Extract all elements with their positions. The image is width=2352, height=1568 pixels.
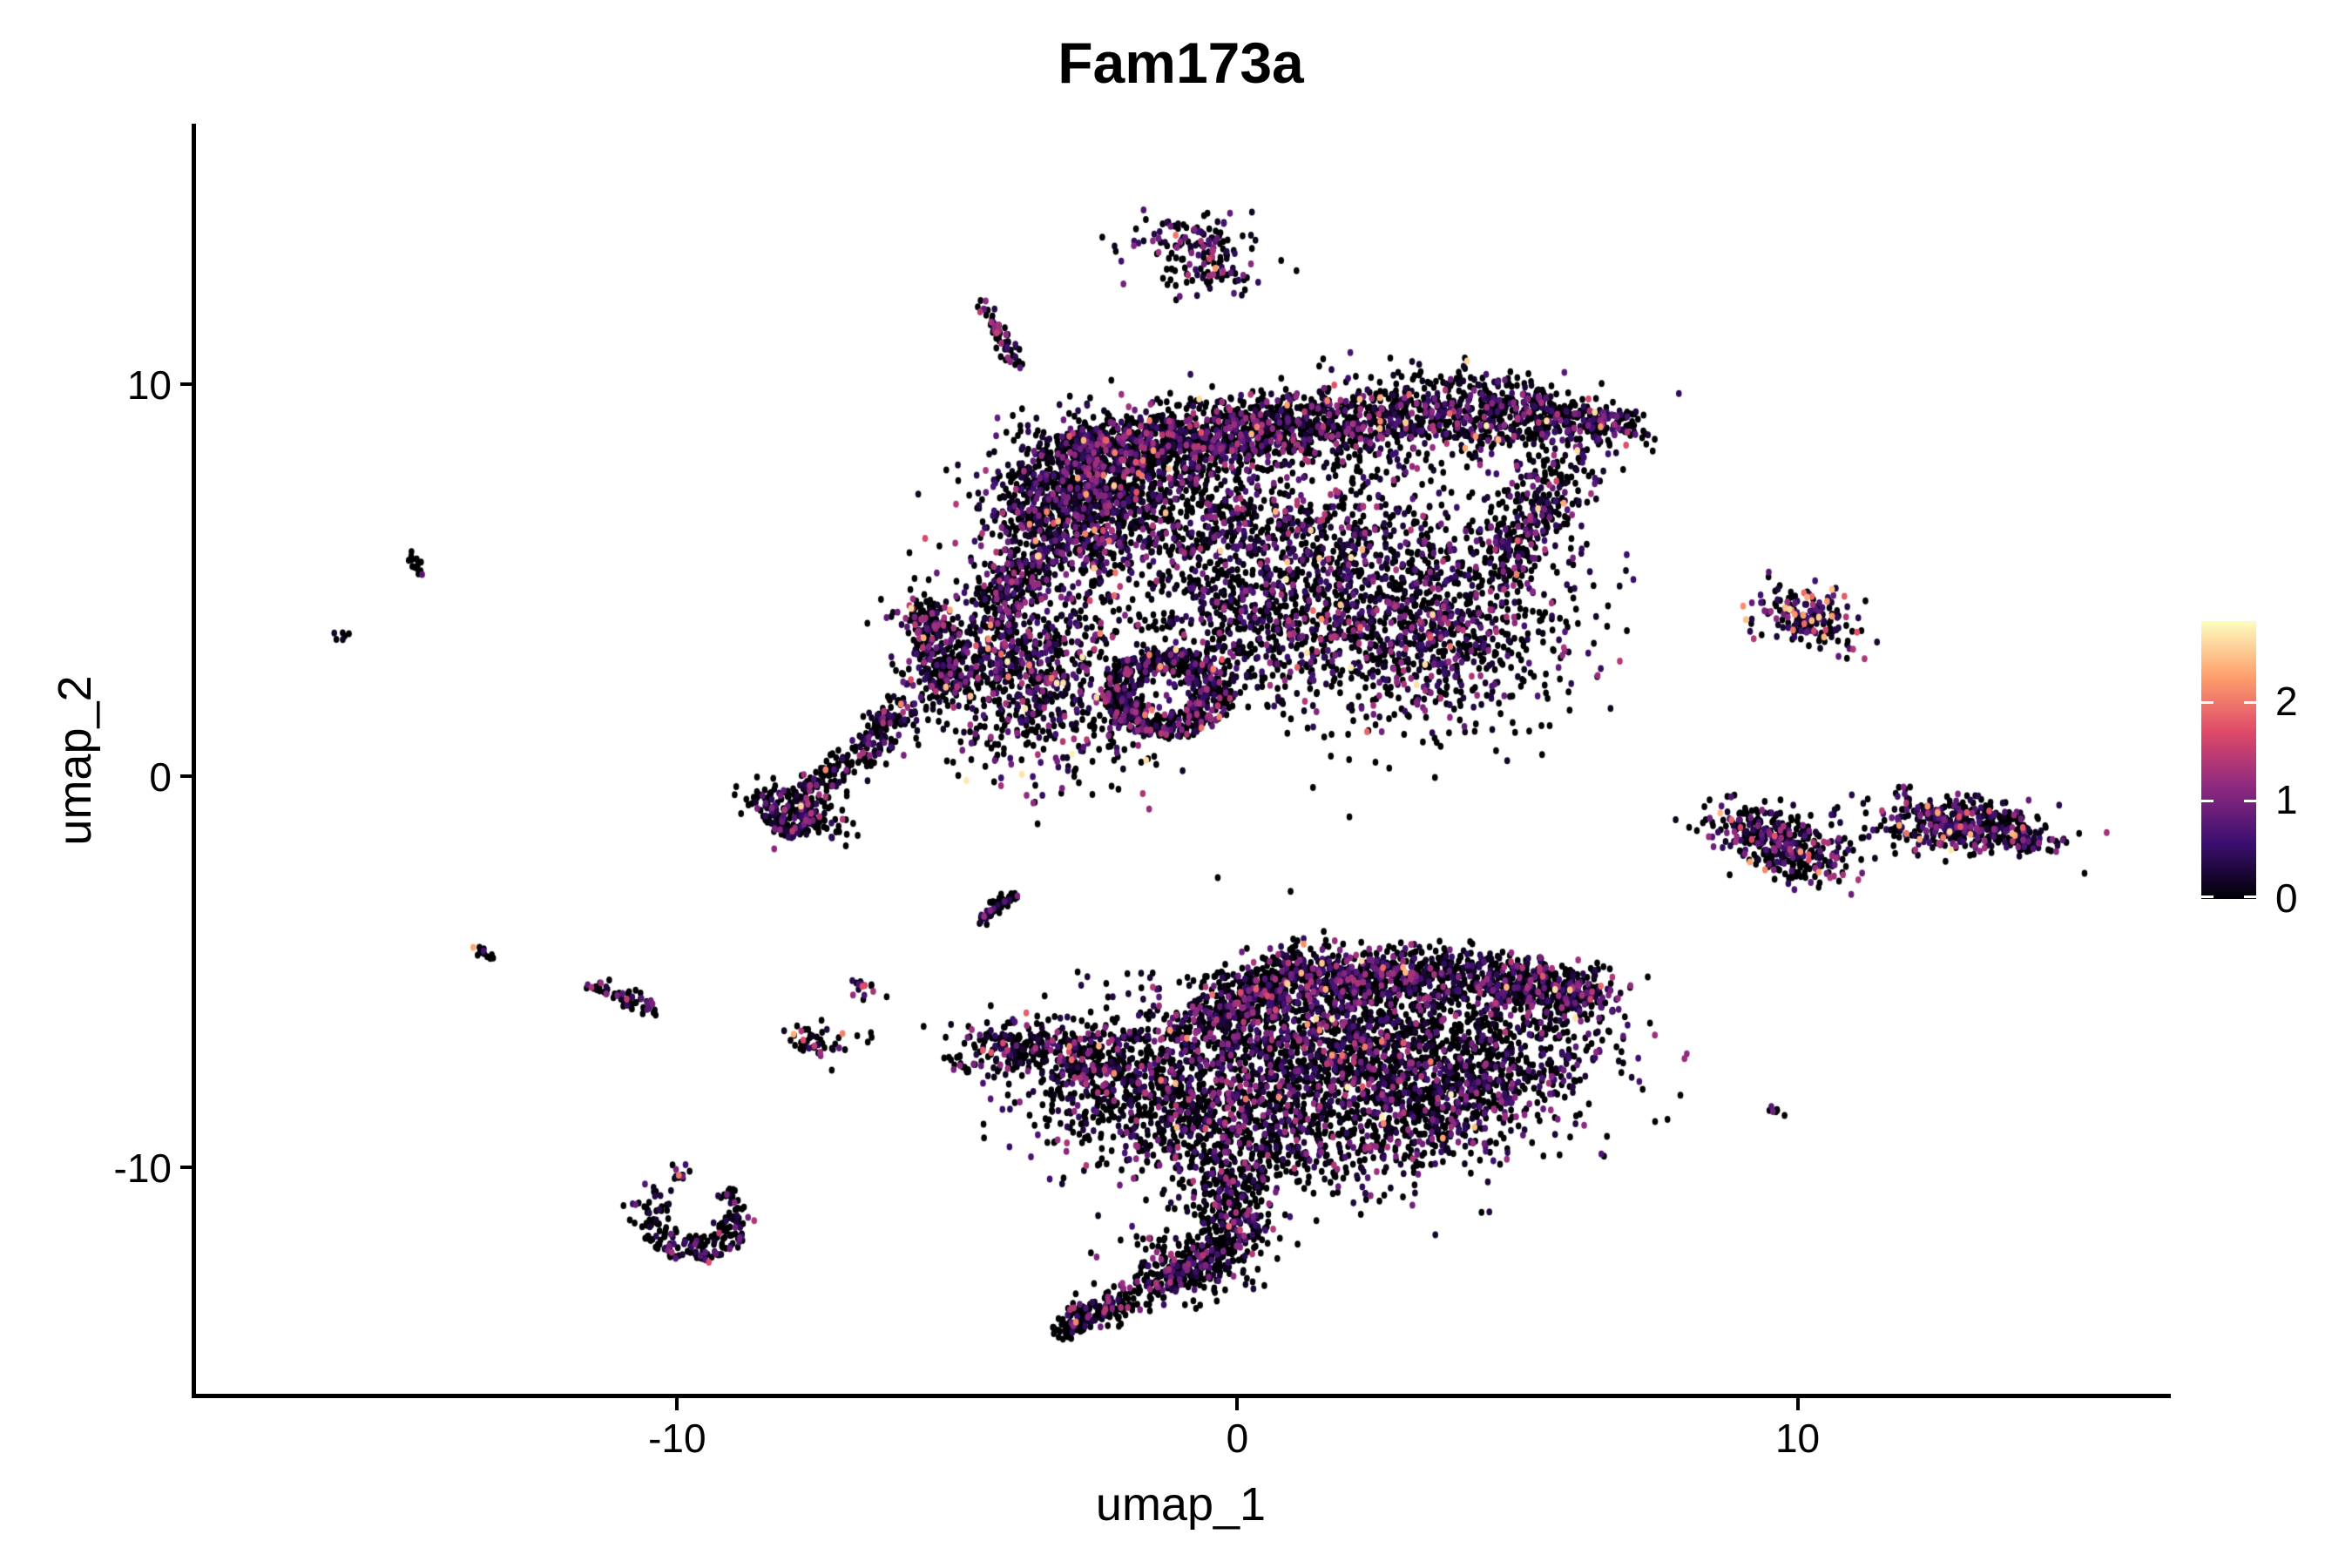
y-tick-mark — [180, 382, 193, 386]
y-tick-mark — [180, 1166, 193, 1170]
colorbar-tick-mark — [2201, 799, 2213, 802]
x-tick-mark — [675, 1398, 679, 1410]
x-tick-mark — [1235, 1398, 1240, 1410]
colorbar-tick-mark — [2244, 896, 2256, 898]
colorbar-tick-mark — [2244, 799, 2256, 802]
colorbar-tick-mark — [2201, 896, 2213, 898]
x-tick-mark — [1795, 1398, 1800, 1410]
colorbar-label-1: 1 — [2275, 776, 2298, 822]
y-tick-label-0: 10 — [126, 362, 172, 408]
y-axis-title: umap_2 — [49, 675, 101, 846]
colorbar-label-2: 2 — [2275, 678, 2298, 724]
y-tick-label-1: 0 — [149, 754, 172, 800]
y-tick-label-2: -10 — [113, 1146, 172, 1192]
colorbar-tick-mark — [2244, 700, 2256, 704]
x-tick-label-1: 0 — [1226, 1416, 1249, 1461]
x-axis-line — [192, 1394, 2171, 1398]
colorbar-tick-mark — [2201, 700, 2213, 704]
colorbar-label-0: 0 — [2275, 875, 2298, 921]
colorbar-gradient — [2201, 621, 2256, 899]
x-tick-label-2: 10 — [1774, 1416, 1821, 1461]
y-tick-mark — [180, 774, 193, 778]
plot-title: Fam173a — [1058, 30, 1304, 95]
x-axis-title: umap_1 — [1095, 1478, 1267, 1531]
x-tick-label-0: -10 — [648, 1416, 706, 1461]
y-axis-line — [192, 124, 196, 1398]
